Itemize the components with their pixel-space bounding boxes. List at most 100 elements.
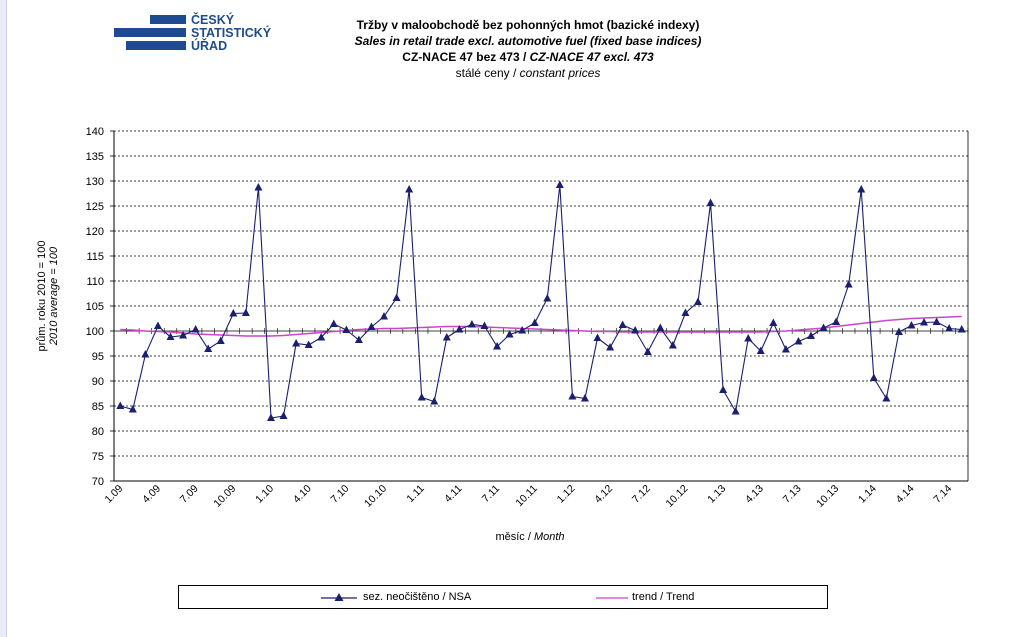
x-tick-label: 4.11	[442, 483, 464, 505]
y-tick-label: 95	[92, 351, 104, 363]
nsa-point	[832, 317, 841, 325]
nsa-point	[417, 393, 426, 401]
nsa-point	[380, 312, 389, 320]
nsa-point	[329, 319, 338, 327]
nsa-point	[769, 318, 778, 326]
chart-subtitle: CZ-NACE 47 bez 473 / CZ-NACE 47 excl. 47…	[250, 49, 806, 65]
nsa-point	[455, 325, 464, 333]
x-axis-ticks: 1.09 4.09 7.09 10.09 1.10 4.10 7.10 10.10 1.11 4.…	[102, 328, 969, 510]
nsa-point	[216, 336, 225, 344]
nsa-point	[204, 344, 213, 352]
nsa-line	[120, 184, 962, 419]
nsa-point	[593, 333, 602, 341]
nsa-point	[869, 373, 878, 381]
nsa-point	[857, 185, 866, 193]
nsa-point	[945, 324, 954, 332]
y-tick-label: 120	[86, 226, 104, 238]
nsa-point	[894, 327, 903, 335]
chart-title-block: Tržby v maloobchodě bez pohonných hmot (…	[250, 17, 806, 81]
nsa-point	[932, 317, 941, 325]
chart-title: Tržby v maloobchodě bez pohonných hmot (…	[356, 18, 700, 32]
nsa-point	[116, 401, 125, 409]
nsa-point	[543, 294, 552, 302]
y-tick-label: 115	[86, 251, 104, 263]
nsa-point	[266, 413, 275, 421]
nsa-point	[279, 411, 288, 419]
y-tick-label: 140	[86, 126, 104, 138]
nsa-point	[656, 323, 665, 331]
x-tick-label: 4.14	[894, 483, 917, 506]
nsa-point	[141, 350, 150, 358]
x-tick-label: 7.13	[781, 483, 804, 506]
x-tick-label: 7.10	[329, 483, 352, 506]
nsa-point	[907, 321, 916, 329]
logo-line-2: STATISTICKÝ	[191, 26, 272, 40]
subtitle-cz: CZ-NACE 47 bez 473 /	[402, 50, 530, 64]
nsa-point	[342, 325, 351, 333]
nsa-point	[354, 335, 363, 343]
nsa-point	[568, 392, 577, 400]
x-tick-label: 7.09	[178, 483, 201, 506]
x-tick-label: 1.09	[102, 483, 125, 506]
legend-trend-label: trend / Trend	[632, 591, 695, 603]
price-note-en: constant prices	[519, 66, 601, 80]
nsa-point	[467, 320, 476, 328]
y-axis-ticks: 70 75 80 85 90 95 100 105 110 115 120 125 130 135 140	[86, 126, 114, 488]
x-tick-label: 4.13	[743, 483, 766, 506]
nsa-point	[580, 394, 589, 402]
nsa-point	[505, 330, 514, 338]
nsa-point	[844, 280, 853, 288]
nsa-point	[643, 347, 652, 355]
nsa-point	[957, 325, 966, 333]
window-edge	[0, 0, 7, 637]
nsa-point	[882, 394, 891, 402]
nsa-point	[719, 385, 728, 393]
nsa-point	[166, 332, 175, 340]
nsa-point	[241, 308, 250, 316]
nsa-point	[153, 321, 162, 329]
x-tick-label: 7.14	[931, 483, 954, 506]
legend-nsa-label: sez. neočištěno / NSA	[363, 591, 472, 603]
y-tick-label: 85	[92, 401, 104, 413]
nsa-point	[819, 323, 828, 331]
nsa-point	[442, 333, 451, 341]
nsa-point	[304, 340, 313, 348]
nsa-point	[555, 180, 564, 188]
y-tick-label: 80	[92, 426, 104, 438]
nsa-point	[254, 183, 263, 191]
x-tick-label: 10.10	[362, 483, 389, 510]
x-tick-label: 10.13	[814, 483, 841, 510]
y-tick-label: 70	[92, 476, 104, 488]
y-tick-label: 135	[86, 151, 104, 163]
logo-line-1: ČESKÝ	[191, 13, 235, 27]
nsa-point	[618, 320, 627, 328]
nsa-point	[756, 346, 765, 354]
nsa-series	[116, 180, 966, 421]
chart-price-note: stálé ceny / constant prices	[250, 65, 806, 81]
nsa-point	[292, 339, 301, 347]
nsa-point	[631, 326, 640, 334]
y-tick-label: 110	[86, 276, 104, 288]
price-note-cz: stálé ceny /	[455, 66, 520, 80]
nsa-point	[744, 334, 753, 342]
axes	[113, 131, 969, 482]
logo-bars-icon	[114, 15, 186, 50]
x-tick-label: 10.11	[513, 483, 540, 510]
x-tick-label: 7.12	[630, 483, 653, 506]
nsa-point	[668, 341, 677, 349]
nsa-point	[518, 326, 527, 334]
nsa-point	[781, 345, 790, 353]
nsa-point	[794, 337, 803, 345]
y-axis-label-en: 2010 average = 100	[48, 246, 60, 346]
logo-line-3: ÚŘAD	[191, 39, 228, 53]
chart-legend: sez. neočištěno / NSA trend / Trend	[178, 585, 828, 609]
gridlines	[114, 130, 968, 457]
nsa-point	[731, 407, 740, 415]
y-tick-label: 75	[92, 451, 104, 463]
y-tick-label: 130	[86, 176, 104, 188]
x-tick-label: 1.11	[404, 483, 426, 505]
legend-nsa-swatch-icon	[321, 593, 357, 601]
x-tick-label: 7.11	[480, 483, 502, 505]
x-tick-label: 10.09	[211, 483, 238, 510]
